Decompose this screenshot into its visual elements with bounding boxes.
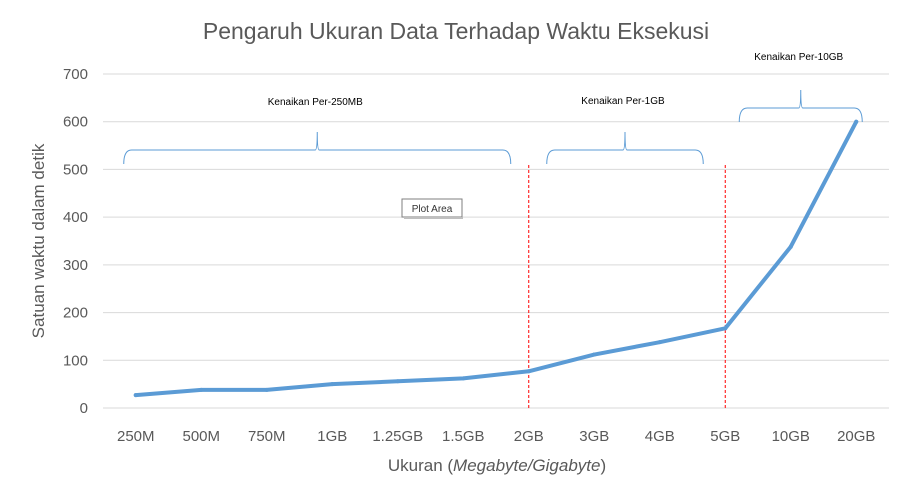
data-point (526, 369, 531, 374)
dividers (528, 165, 726, 408)
data-point (592, 352, 597, 357)
annotation-label: Kenaikan Per-1GB (581, 96, 665, 107)
y-tick-label: 0 (80, 400, 88, 417)
annotation-label: Kenaikan Per-10GB (754, 52, 843, 63)
x-tick-label: 1GB (317, 428, 347, 445)
y-tick-label: 700 (63, 66, 88, 83)
x-tick-label: 10GB (772, 428, 810, 445)
x-tick-label: 750M (248, 428, 286, 445)
y-tick-label: 100 (63, 352, 88, 369)
data-point (395, 379, 400, 384)
x-tick-label: 2GB (514, 428, 544, 445)
x-axis-label-suffix: ) (600, 456, 606, 475)
data-point (723, 326, 728, 331)
plot-area-tooltip: Plot Area (401, 198, 463, 219)
y-tick-label: 400 (63, 209, 88, 226)
data-point (657, 340, 662, 345)
y-tick-label: 300 (63, 257, 88, 274)
x-axis-label-unit: Megabyte/Gigabyte (453, 456, 600, 475)
data-point (330, 382, 335, 387)
data-point (461, 376, 466, 381)
data-point (854, 119, 859, 124)
x-tick-label: 1.5GB (442, 428, 485, 445)
annotation-brace (123, 131, 512, 165)
data-point (264, 387, 269, 392)
x-axis-label-prefix: Ukuran ( (388, 456, 454, 475)
x-axis-ticks: 250M 500M 750M 1GB 1.25GB 1.5GB 2GB 3GB 4GB 5GB 10… (117, 428, 875, 445)
y-tick-label: 600 (63, 114, 88, 131)
tooltip-text: Plot Area (412, 204, 453, 215)
series (133, 119, 859, 398)
annotation-braces: Kenaikan Per-250MB Kenaikan Per-1GB Kenaik… (123, 52, 863, 165)
gridlines (103, 73, 889, 409)
data-point (133, 393, 138, 398)
y-axis-label: Satuan waktu dalam detik (29, 143, 48, 338)
annotation-brace (738, 89, 863, 123)
data-point (788, 244, 793, 249)
x-tick-label: 20GB (837, 428, 875, 445)
y-tick-label: 200 (63, 305, 88, 322)
x-tick-label: 250M (117, 428, 155, 445)
series-line (133, 119, 859, 398)
x-axis-label: Ukuran (Megabyte/Gigabyte) (388, 456, 606, 475)
y-tick-label: 500 (63, 161, 88, 178)
annotation-brace (546, 131, 704, 165)
x-tick-label: 3GB (579, 428, 609, 445)
x-tick-label: 1.25GB (372, 428, 423, 445)
data-point (199, 387, 204, 392)
x-tick-label: 4GB (645, 428, 675, 445)
y-axis-ticks: 0 100 200 300 400 500 600 700 (63, 66, 88, 417)
x-tick-label: 5GB (710, 428, 740, 445)
x-tick-label: 500M (182, 428, 220, 445)
chart-title: Pengaruh Ukuran Data Terhadap Waktu Ekse… (203, 18, 709, 44)
annotation-label: Kenaikan Per-250MB (268, 97, 363, 108)
